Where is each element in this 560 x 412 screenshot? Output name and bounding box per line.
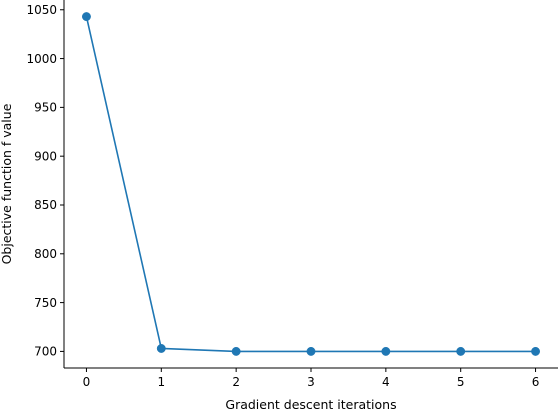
x-tick-label: 3	[307, 375, 315, 389]
data-point	[82, 12, 91, 22]
series-line	[85, 16, 536, 353]
y-axis-label: Objective function f value	[0, 103, 14, 264]
plot-area	[82, 12, 540, 356]
y-tick-label: 700	[34, 345, 57, 359]
data-point	[531, 346, 540, 356]
y-axis: 700 750 800 850 900 950 1000 1050	[26, 0, 65, 368]
y-tick-label: 750	[34, 296, 57, 310]
x-tick-label: 1	[157, 375, 165, 389]
data-point	[231, 346, 241, 356]
series-group	[82, 12, 540, 356]
data-point	[381, 346, 391, 356]
y-tick-label: 800	[34, 247, 57, 261]
y-tick-label: 1050	[26, 3, 57, 17]
x-tick-label: 5	[457, 375, 465, 389]
x-tick-label: 2	[232, 375, 240, 389]
x-tick-label: 0	[83, 375, 91, 389]
y-tick-label: 850	[34, 198, 57, 212]
x-axis: 0 1 2 3 4 5 6	[64, 367, 558, 389]
x-axis-label: Gradient descent iterations	[225, 397, 396, 412]
data-point	[156, 344, 166, 353]
data-point	[456, 346, 466, 356]
y-tick-label: 1000	[26, 52, 57, 66]
x-tick-label: 4	[382, 375, 390, 389]
y-tick-label: 950	[34, 101, 57, 115]
data-point	[306, 346, 316, 356]
y-tick-label: 900	[34, 149, 57, 163]
x-tick-label: 6	[532, 375, 540, 389]
